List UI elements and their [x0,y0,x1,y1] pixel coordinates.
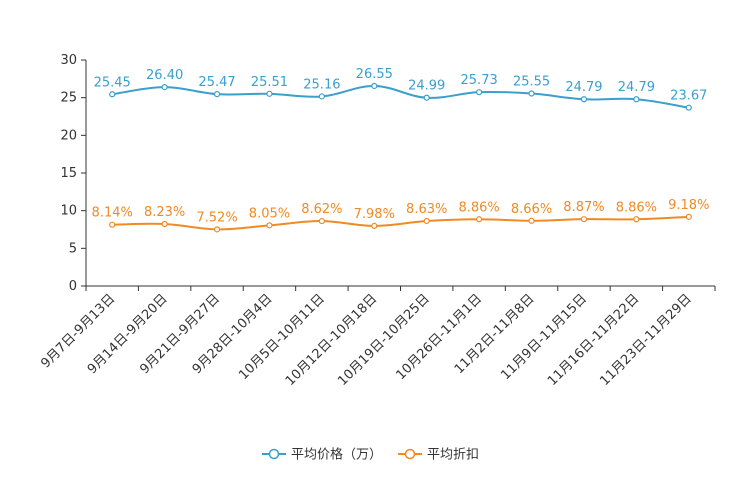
data-point [528,90,535,97]
legend-label: 平均价格（万） [291,447,382,463]
data-label: 23.67 [670,89,707,104]
y-tick-label: 5 [69,241,77,256]
data-point [476,216,483,223]
data-label: 25.51 [251,75,288,90]
series-line [112,84,689,109]
data-label: 8.63% [406,202,447,217]
y-tick-label: 20 [60,128,77,143]
y-tick-label: 0 [69,279,77,294]
data-point [318,217,325,225]
data-point [109,221,116,228]
data-label: 25.45 [94,75,131,90]
data-label: 7.52% [196,210,237,225]
y-tick-label: 10 [60,204,77,219]
data-point [109,91,116,98]
data-point [685,104,692,111]
series-1: 25.45 26.40 25.47 25.51 25.16 26.55 24.99 25.73… [94,67,707,111]
data-label: 24.79 [565,80,602,95]
data-label: 7.98% [354,207,395,222]
data-point [633,96,640,103]
x-tick-label: 10月12日-10月18日 [283,291,380,388]
x-tick-label: 11月16日-11月22日 [545,291,642,388]
data-point [580,96,588,103]
series-2: 8.14% 8.23% 7.52% 8.05% 8.62% 7.98% 8.63% 8.86%… [92,198,709,233]
data-point [580,216,588,223]
data-label: 8.86% [616,200,657,215]
data-point [213,91,221,98]
data-point [318,93,325,100]
data-label: 25.47 [198,75,235,90]
data-label: 8.66% [511,202,552,217]
data-label: 8.14% [92,206,133,221]
x-tick-label: 10月19日-10月25日 [335,291,432,388]
series-line [112,215,689,231]
data-label: 8.05% [249,206,290,221]
data-point [266,90,273,97]
series-layer: 25.45 26.40 25.47 25.51 25.16 26.55 24.99 25.73… [92,67,709,233]
data-point [423,217,430,225]
data-point [371,82,378,90]
y-tick-label: 15 [60,166,77,181]
data-label: 24.79 [618,80,655,95]
legend-marker [404,448,416,460]
data-point [371,222,378,229]
legend: 平均价格（万） 平均折扣 [262,447,479,463]
data-point [161,220,168,228]
legend-item-1: 平均价格（万） [262,447,382,463]
legend-item-2: 平均折扣 [398,448,479,463]
y-tick-label: 30 [60,53,77,68]
data-label: 8.62% [301,202,342,217]
data-point [528,217,535,224]
y-tick-label: 25 [60,91,77,106]
data-label: 8.23% [144,205,185,220]
data-point [266,222,273,229]
data-point [476,89,483,96]
data-label: 26.55 [356,67,393,82]
legend-label: 平均折扣 [427,448,479,463]
data-label: 25.73 [461,73,498,88]
data-point [213,226,221,233]
data-label: 24.99 [408,79,445,94]
data-label: 25.16 [303,77,340,92]
data-label: 8.87% [563,200,604,215]
data-point [423,94,430,101]
data-label: 25.55 [513,75,550,90]
data-label: 26.40 [146,68,183,83]
data-label: 9.18% [668,198,709,213]
legend-marker [268,448,280,460]
data-point [161,84,168,91]
data-label: 8.86% [458,200,499,215]
data-point [685,213,692,220]
data-point [633,216,640,223]
x-tick-label: 11月23日-11月29日 [597,291,694,388]
